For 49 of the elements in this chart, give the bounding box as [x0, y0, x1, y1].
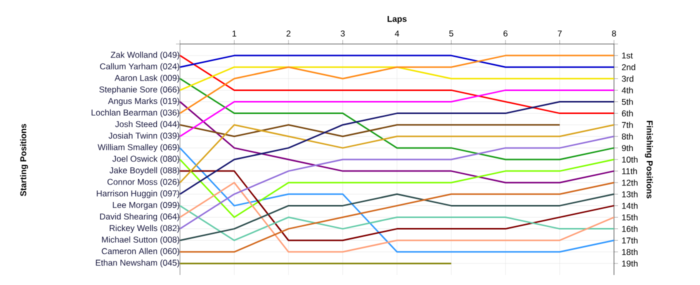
series-label: Harrison Huggin (097) [96, 190, 180, 198]
y-tick-label: 5th [622, 98, 633, 105]
y-tick-label: 11th [622, 168, 637, 174]
x-tick-label: 1 [232, 30, 236, 36]
series-label: Zak Wolland (049) [110, 52, 180, 60]
text: Starting Positions [20, 124, 28, 196]
y-tick-label: 2nd [622, 64, 636, 70]
series-label: Michael Sutton (008) [102, 236, 180, 244]
y-tick-label: 16th [622, 226, 638, 232]
y-tick-label: 7th [622, 122, 633, 128]
x-axis-title: Laps [388, 16, 407, 24]
series-label: Josiah Twinn (039) [108, 132, 180, 140]
y-tick-label: 15th [622, 214, 638, 220]
y-tick-label: 18th [622, 248, 638, 256]
series-label: Joel Oswick (080) [112, 156, 180, 164]
y-tick-label: 17th [622, 237, 638, 244]
series-label: Rickey Wells (082) [110, 224, 180, 233]
series-label: Aaron Lask (009) [114, 74, 180, 83]
y-tick-label: 6th [622, 110, 633, 116]
y-tick-label: 3rd [622, 76, 634, 82]
y-tick-label: 9th [622, 144, 633, 152]
y-tick-label: 12th [622, 179, 638, 186]
series-label: Jake Boydell (088) [110, 167, 180, 176]
series-label: Connor Moss (026) [107, 178, 180, 187]
series-label: David Shearing (064) [100, 213, 180, 222]
series-label: Josh Steed (044) [115, 120, 180, 129]
series-label: Cameron Allen (060) [102, 248, 180, 256]
x-tick-label: 4 [394, 30, 400, 36]
series-label: Callum Yarham (024) [100, 63, 180, 72]
y-axis-title: Finishing Positions [644, 120, 653, 198]
y-tick-label: 13th [622, 191, 638, 198]
x-tick-label: 2 [286, 30, 290, 36]
series-label: William Smalley (069) [98, 144, 180, 152]
series-label: Lee Morgan (099) [112, 202, 180, 210]
x-tick-label: 3 [340, 30, 345, 36]
x-tick-label: 6 [504, 30, 508, 36]
series-label: Lochlan Bearman (036) [92, 109, 180, 118]
y-tick-label: 4th [622, 87, 633, 94]
y-tick-label: 1st [622, 52, 633, 59]
y-tick-label: 14th [622, 202, 638, 209]
y-tick-label: 19th [622, 260, 638, 267]
x-tick-label: 7 [558, 30, 562, 36]
y-tick-label: 10th [622, 156, 638, 163]
y-tick-label: 8th [622, 133, 633, 140]
x-tick-label: 8 [612, 30, 616, 36]
x-tick-label: 5 [449, 30, 454, 36]
series-label: Stephanie Sore (066) [99, 86, 180, 94]
series-label: Ethan Newsham (045) [96, 259, 180, 268]
series-label: Angus Marks (019) [108, 98, 180, 106]
